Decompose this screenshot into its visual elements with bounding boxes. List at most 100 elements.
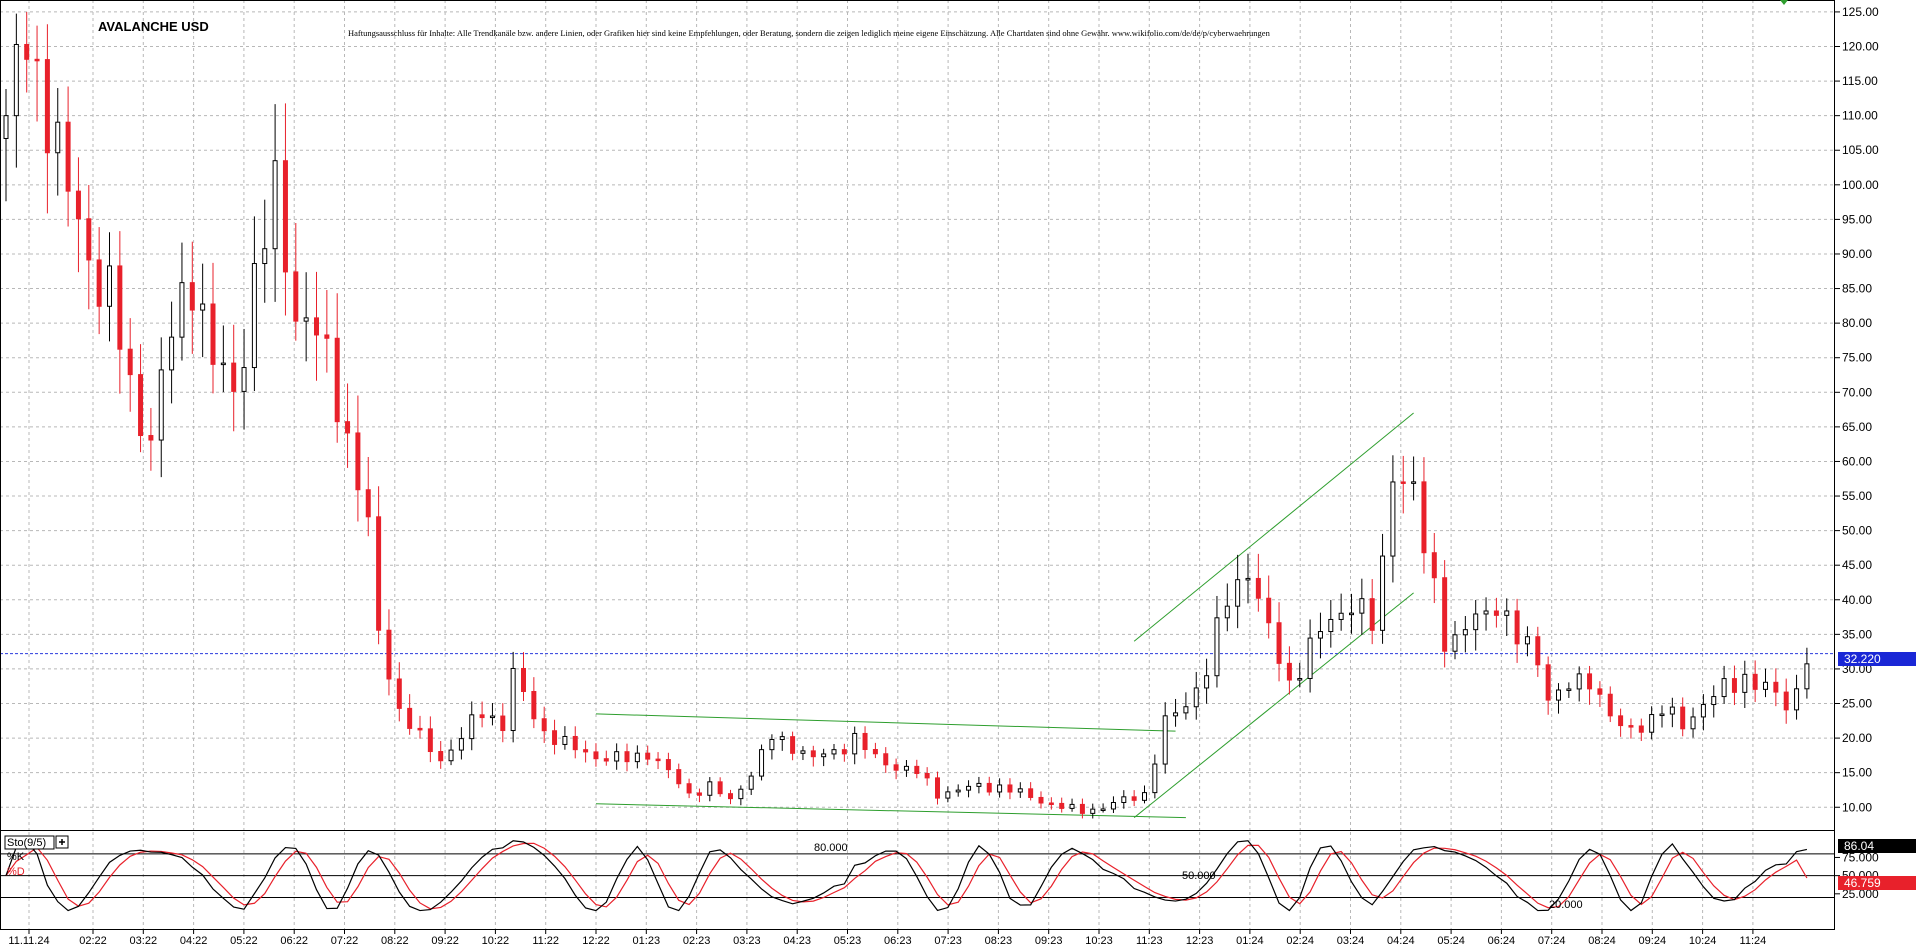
x-tick-label: 11.11.24 (8, 935, 49, 947)
y-tick-label: 75.00 (1842, 351, 1872, 365)
candle-body (324, 334, 330, 339)
candle-body (1452, 634, 1458, 652)
candle-body (1400, 481, 1406, 484)
candle-body (665, 759, 671, 771)
x-tick-label: 08:22 (381, 935, 409, 947)
candle-body (645, 752, 651, 760)
add-indicator-icon[interactable] (55, 835, 69, 849)
candle-body (572, 735, 578, 751)
candle-body (1162, 715, 1168, 765)
x-tick-label: 07:23 (934, 935, 962, 947)
y-tick-label: 55.00 (1842, 489, 1872, 503)
candle-body (438, 751, 444, 762)
candle-body (117, 265, 123, 350)
candle-body (738, 788, 744, 800)
candle-body (1607, 693, 1613, 717)
candle-body (479, 714, 485, 719)
candle-body (986, 782, 992, 793)
candle-body (1462, 629, 1468, 636)
x-tick-label: 04:22 (180, 935, 208, 947)
candle-body (1142, 792, 1147, 801)
candle-body (1628, 725, 1634, 728)
candle-body (469, 714, 475, 740)
candle-body (966, 785, 972, 791)
candle-body (282, 160, 288, 273)
candle-body (13, 43, 19, 117)
candle-body (841, 749, 847, 755)
candle-body (34, 58, 40, 62)
candle-body (1380, 555, 1386, 631)
d-value-tag: 46.759 (1838, 876, 1916, 890)
candlesticks (3, 11, 1810, 819)
candle-body (1411, 481, 1417, 484)
x-tick-label: 10:22 (482, 935, 510, 947)
y-tick-label: 125.00 (1842, 5, 1879, 19)
candle-body (1328, 618, 1334, 633)
x-tick-label: 03:22 (130, 935, 158, 947)
candle-body (1038, 796, 1044, 804)
candle-body (210, 303, 216, 365)
candle-body (634, 752, 640, 763)
candle-body (220, 362, 226, 366)
candle-body (427, 728, 433, 753)
candle-body (655, 758, 661, 762)
y-tick-label: 60.00 (1842, 454, 1872, 468)
x-tick-label: 03:24 (1337, 935, 1365, 947)
candle-body (1794, 688, 1800, 711)
candle-body (1349, 612, 1354, 616)
y-tick-label: 50.00 (1842, 524, 1872, 538)
candle-body (872, 749, 878, 755)
last-price-label: 32.220 (1844, 652, 1881, 666)
signal-marker-icon (1780, 0, 1788, 5)
candle-body (510, 667, 516, 732)
candle-body (200, 303, 206, 311)
y-tick-label: 20.00 (1842, 731, 1872, 745)
x-tick-label: 06:24 (1488, 935, 1516, 947)
candle-body (903, 765, 909, 771)
x-tick-label: 02:22 (79, 935, 107, 947)
candle-body (1524, 636, 1530, 645)
candle-body (945, 791, 951, 799)
candle-body (1059, 802, 1065, 809)
y-tick-label: 10.00 (1842, 800, 1872, 814)
candle-body (1007, 784, 1013, 793)
x-tick-label: 06:22 (280, 935, 308, 947)
candle-body (396, 678, 402, 709)
x-tick-label: 10:24 (1689, 935, 1717, 947)
chart-title: AVALANCHE USD (98, 19, 209, 34)
candle-body (1587, 673, 1593, 690)
candle-body (303, 317, 309, 322)
indicator-box[interactable]: Sto(9/5) (4, 835, 55, 850)
candle-body (800, 750, 806, 754)
axes: 10.0015.0020.0025.0030.0035.0040.0045.00… (0, 0, 1879, 947)
candle-body (1100, 808, 1106, 811)
candle-body (1069, 803, 1075, 809)
x-tick-label: 03:23 (733, 935, 761, 947)
candle-body (458, 738, 464, 751)
x-tick-label: 05:24 (1437, 935, 1465, 947)
candle-body (676, 769, 682, 785)
x-tick-label: 09:24 (1639, 935, 1667, 947)
candle-body (376, 516, 382, 631)
candle-body (1110, 801, 1116, 810)
candle-body (189, 282, 195, 311)
candle-body (1711, 696, 1717, 706)
candle-body (1514, 610, 1520, 645)
y-tick-label: 65.00 (1842, 420, 1872, 434)
candle-body (1079, 803, 1085, 814)
candle-body (1121, 796, 1127, 803)
k-legend: %K (7, 851, 25, 863)
y-tick-label: 95.00 (1842, 212, 1872, 226)
x-tick-label: 10:23 (1085, 935, 1113, 947)
stochastic-panel (0, 840, 1834, 912)
candle-body (562, 735, 568, 745)
candle-body (1266, 597, 1272, 624)
candle-body (1442, 577, 1448, 652)
candle-body (821, 753, 827, 758)
candle-body (728, 793, 733, 800)
candle-body (158, 369, 164, 441)
candle-body (717, 781, 723, 795)
candle-body (1690, 716, 1696, 730)
candle-body (1659, 713, 1665, 717)
candle-body (1317, 631, 1323, 639)
